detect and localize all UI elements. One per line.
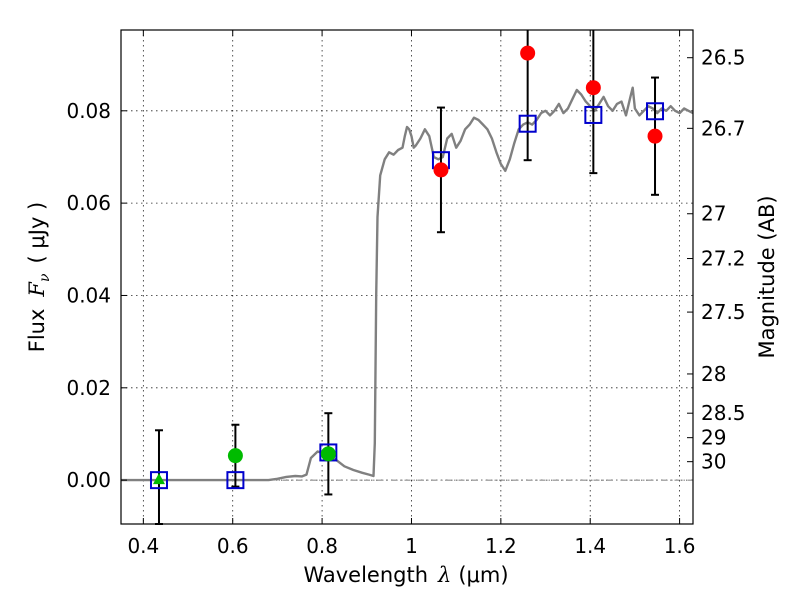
model-square-marker [226, 471, 245, 490]
x-tick-label: 1.4 [574, 534, 606, 558]
observed-flux-marker [433, 162, 449, 178]
x-tick-label: 0.6 [217, 534, 249, 558]
y-axis-label: FluxFν( μJy ) [25, 202, 53, 352]
x-tick-label: 1.6 [664, 534, 696, 558]
y2-tick-label: 29 [701, 426, 726, 450]
y2-tick-label: 30 [701, 450, 726, 474]
y-tick-label: 0.00 [66, 468, 111, 492]
plot-frame [120, 29, 694, 525]
y2-tick-label: 27 [701, 202, 726, 226]
model-square-marker [646, 102, 665, 121]
observed-flux-marker [585, 80, 601, 96]
model-square-marker [584, 105, 603, 124]
x-tick-label: 1.2 [485, 534, 517, 558]
observed-flux-marker [320, 446, 336, 462]
y-tick-label: 0.06 [66, 191, 111, 215]
model-spectrum-line [121, 86, 694, 482]
x-tick-label: 0.8 [306, 534, 338, 558]
model-square-marker [149, 471, 168, 490]
y-tick-label: 0.04 [66, 283, 111, 307]
x-tick-label: 0.4 [127, 534, 159, 558]
y2-tick-label: 26.7 [701, 116, 746, 140]
x-axis-label: Wavelength λ (μm) [303, 563, 508, 587]
model-points-group [149, 102, 665, 490]
y-tick-label: 0.02 [66, 376, 111, 400]
observed-flux-marker [227, 448, 243, 464]
y2-axis-label: Magnitude (AB) [755, 195, 779, 358]
observed-flux-marker [647, 128, 663, 144]
y2-tick-label: 26.5 [701, 46, 746, 70]
y-tick-label: 0.08 [66, 99, 111, 123]
y2-tick-label: 27.5 [701, 300, 746, 324]
y2-tick-label: 27.2 [701, 247, 746, 271]
x-tick-label: 1 [405, 534, 418, 558]
x-axis-ticks: 0.4 0.6 0.8 1 1.2 1.4 1.6 [127, 30, 696, 558]
error-bars-group [154, 30, 660, 525]
model-spectrum-group [121, 86, 694, 482]
y2-tick-label: 28.5 [701, 401, 746, 425]
observed-points-group [152, 45, 663, 485]
observed-upper-limit-marker [152, 473, 165, 485]
y2-tick-label: 28 [701, 362, 726, 386]
model-square-marker [518, 114, 537, 133]
y-axis-ticks: 0.00 0.02 0.04 0.06 0.08 [66, 99, 127, 492]
observed-flux-marker [520, 45, 536, 61]
